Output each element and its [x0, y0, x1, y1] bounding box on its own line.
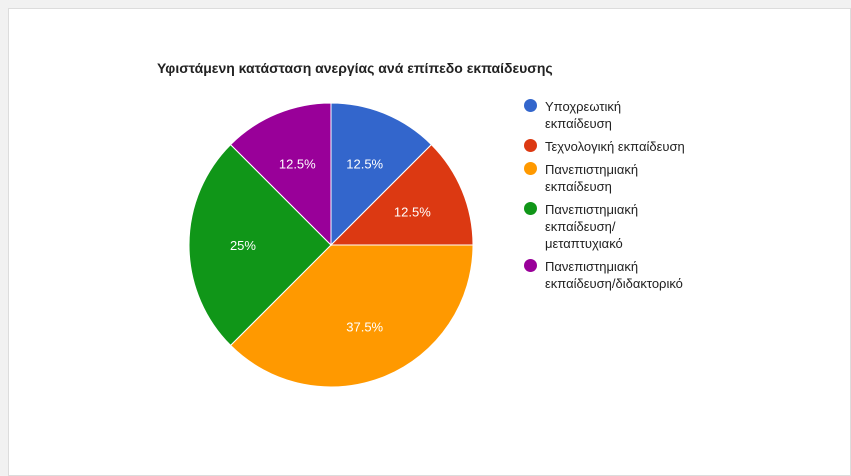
legend-swatch — [524, 162, 537, 175]
chart-title: Υφιστάμενη κατάσταση ανεργίας ανά επίπεδ… — [157, 60, 553, 76]
slice-value-label: 37.5% — [346, 319, 383, 334]
legend-item: Τεχνολογική εκπαίδευση — [524, 138, 824, 155]
legend-label: Υποχρεωτική εκπαίδευση — [545, 99, 622, 131]
slice-value-label: 12.5% — [279, 157, 316, 172]
pie-slice-1 — [330, 102, 433, 247]
chart-legend: Υποχρεωτική εκπαίδευση Τεχνολογική εκπαίδ… — [524, 98, 824, 298]
legend-item: Πανεπιστημιακή εκπαίδευση — [524, 161, 824, 195]
legend-swatch — [524, 259, 537, 272]
legend-label: Τεχνολογική εκπαίδευση — [545, 139, 685, 154]
slice-value-label: 12.5% — [394, 204, 431, 219]
legend-item: Πανεπιστημιακή εκπαίδευση/διδακτορικό — [524, 258, 824, 292]
legend-swatch — [524, 139, 537, 152]
pie-slice-5 — [229, 102, 332, 247]
slice-value-label: 12.5% — [346, 157, 383, 172]
legend-item: Πανεπιστημιακή εκπαίδευση/ μεταπτυχιακό — [524, 201, 824, 252]
legend-label: Πανεπιστημιακή εκπαίδευση — [545, 162, 639, 194]
slice-value-label: 25% — [230, 238, 256, 253]
pie-slice-4 — [188, 143, 332, 347]
legend-item: Υποχρεωτική εκπαίδευση — [524, 98, 824, 132]
legend-label: Πανεπιστημιακή εκπαίδευση/ μεταπτυχιακό — [545, 202, 639, 251]
legend-swatch — [524, 99, 537, 112]
legend-swatch — [524, 202, 537, 215]
legend-label: Πανεπιστημιακή εκπαίδευση/διδακτορικό — [545, 259, 683, 291]
pie-slice-2 — [329, 143, 474, 246]
pie-slice-3 — [229, 244, 474, 388]
